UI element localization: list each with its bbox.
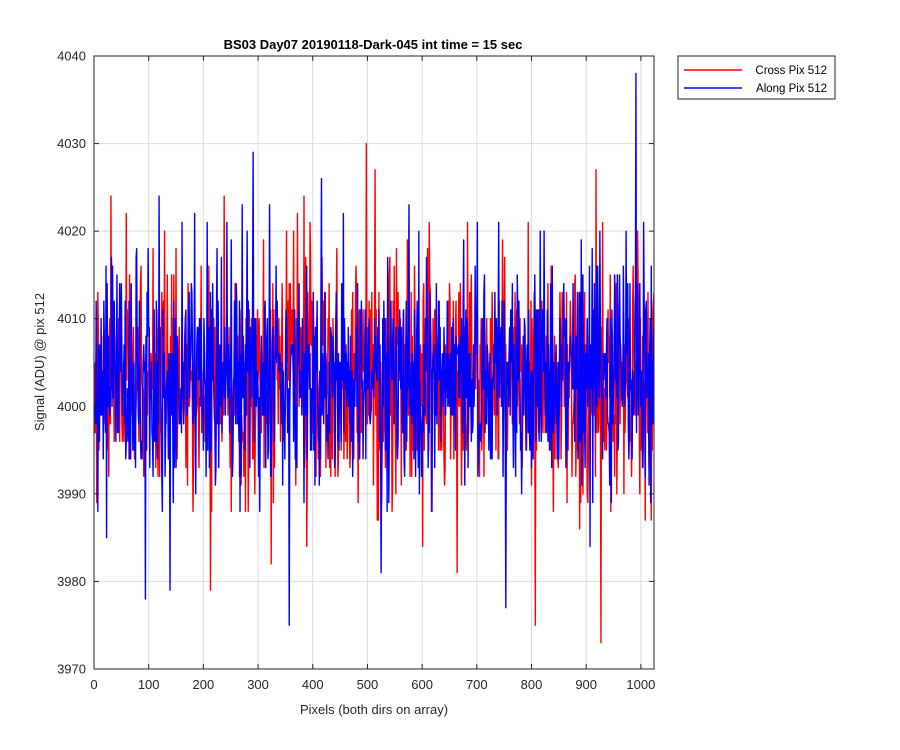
x-tick-label: 700 — [466, 677, 488, 692]
x-axis-label: Pixels (both dirs on array) — [300, 702, 448, 717]
x-tick-label: 300 — [247, 677, 269, 692]
x-tick-label: 1000 — [626, 677, 655, 692]
y-tick-label: 4040 — [57, 49, 86, 64]
legend-box — [677, 55, 836, 100]
y-tick-label: 4020 — [57, 224, 86, 239]
legend-label-cross: Cross Pix 512 — [755, 65, 827, 77]
x-tick-label: 400 — [302, 677, 324, 692]
y-tick-label: 3970 — [57, 662, 86, 677]
x-tick-label: 800 — [521, 677, 543, 692]
chart-title: BS03 Day07 20190118-Dark-045 int time = … — [224, 37, 523, 52]
x-tick-label: 500 — [357, 677, 379, 692]
legend-label-along: Along Pix 512 — [756, 83, 827, 95]
legend[interactable]: Cross Pix 512 Along Pix 512 — [677, 55, 836, 100]
x-tick-label: 900 — [575, 677, 597, 692]
series-layer — [94, 72, 654, 644]
x-tick-label: 600 — [411, 677, 433, 692]
series-line-along — [94, 72, 654, 626]
y-tick-label: 3990 — [57, 486, 86, 501]
y-tick-label: 4000 — [57, 399, 86, 414]
x-tick-label: 200 — [193, 677, 215, 692]
x-tick-label: 0 — [90, 677, 97, 692]
y-tick-label: 3980 — [57, 574, 86, 589]
y-tick-label: 4030 — [57, 136, 86, 151]
y-tick-label: 4010 — [57, 311, 86, 326]
x-tick-label: 100 — [138, 677, 160, 692]
plot-area: 0 100 200 300 400 500 600 700 800 900 1000 3970 3980… — [57, 49, 655, 693]
ticks: 0 100 200 300 400 500 600 700 800 900 1000 3970 3980… — [57, 49, 655, 693]
axes-box — [93, 55, 655, 670]
y-axis-label: Signal (ADU) @ pix 512 — [32, 293, 47, 431]
